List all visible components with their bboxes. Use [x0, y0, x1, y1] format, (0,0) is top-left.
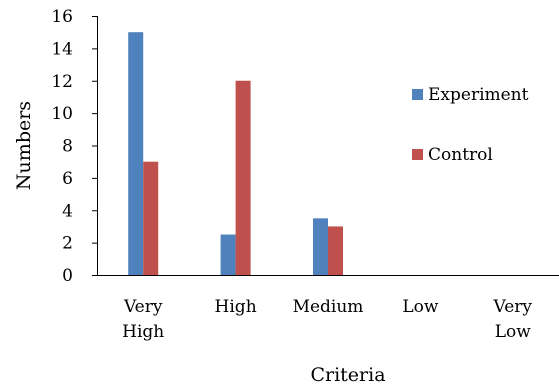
x-tick-label-line: Very	[123, 297, 163, 317]
y-tick-label: 16	[51, 7, 73, 27]
x-tick-label: Very High	[122, 297, 164, 342]
legend-label-control: Control	[428, 145, 493, 165]
y-axis-title: Numbers	[13, 101, 35, 190]
y-axis: 0 2 4 6 8 10 12 14 16	[51, 7, 97, 286]
bars	[128, 32, 343, 275]
legend-swatch-control	[412, 149, 423, 160]
legend: Experiment Control	[412, 85, 529, 165]
bar-control-1	[235, 80, 251, 275]
x-tick-label: High	[215, 297, 257, 317]
bar-experiment-1	[220, 234, 236, 275]
bar-experiment-2	[313, 218, 328, 275]
x-tick-label-line: Very	[493, 297, 533, 317]
x-axis-title: Criteria	[310, 364, 385, 386]
y-tick-label: 6	[62, 169, 73, 189]
x-tick-label: Low	[402, 297, 439, 317]
legend-swatch-experiment	[412, 89, 423, 100]
x-tick-label-line: High	[215, 297, 257, 317]
y-tick-label: 14	[51, 39, 73, 59]
x-tick-label-line: High	[122, 322, 164, 342]
bar-control-2	[328, 226, 343, 275]
x-tick-label: Medium	[293, 297, 364, 317]
y-tick-label: 2	[62, 234, 73, 254]
y-tick-label: 0	[62, 266, 73, 286]
x-tick-label-line: Low	[402, 297, 439, 317]
y-tick-label: 4	[62, 201, 73, 221]
bar-control-0	[143, 161, 159, 275]
x-axis: Very High High Medium Low Very Low	[122, 297, 532, 342]
y-tick-label: 8	[62, 137, 73, 157]
bar-experiment-0	[128, 32, 144, 275]
legend-label-experiment: Experiment	[428, 85, 529, 105]
x-tick-label-line: Low	[495, 322, 532, 342]
x-tick-label: Very Low	[493, 297, 533, 342]
y-tick-label: 12	[51, 72, 73, 92]
x-tick-label-line: Medium	[293, 297, 364, 317]
y-tick-label: 10	[51, 104, 73, 124]
